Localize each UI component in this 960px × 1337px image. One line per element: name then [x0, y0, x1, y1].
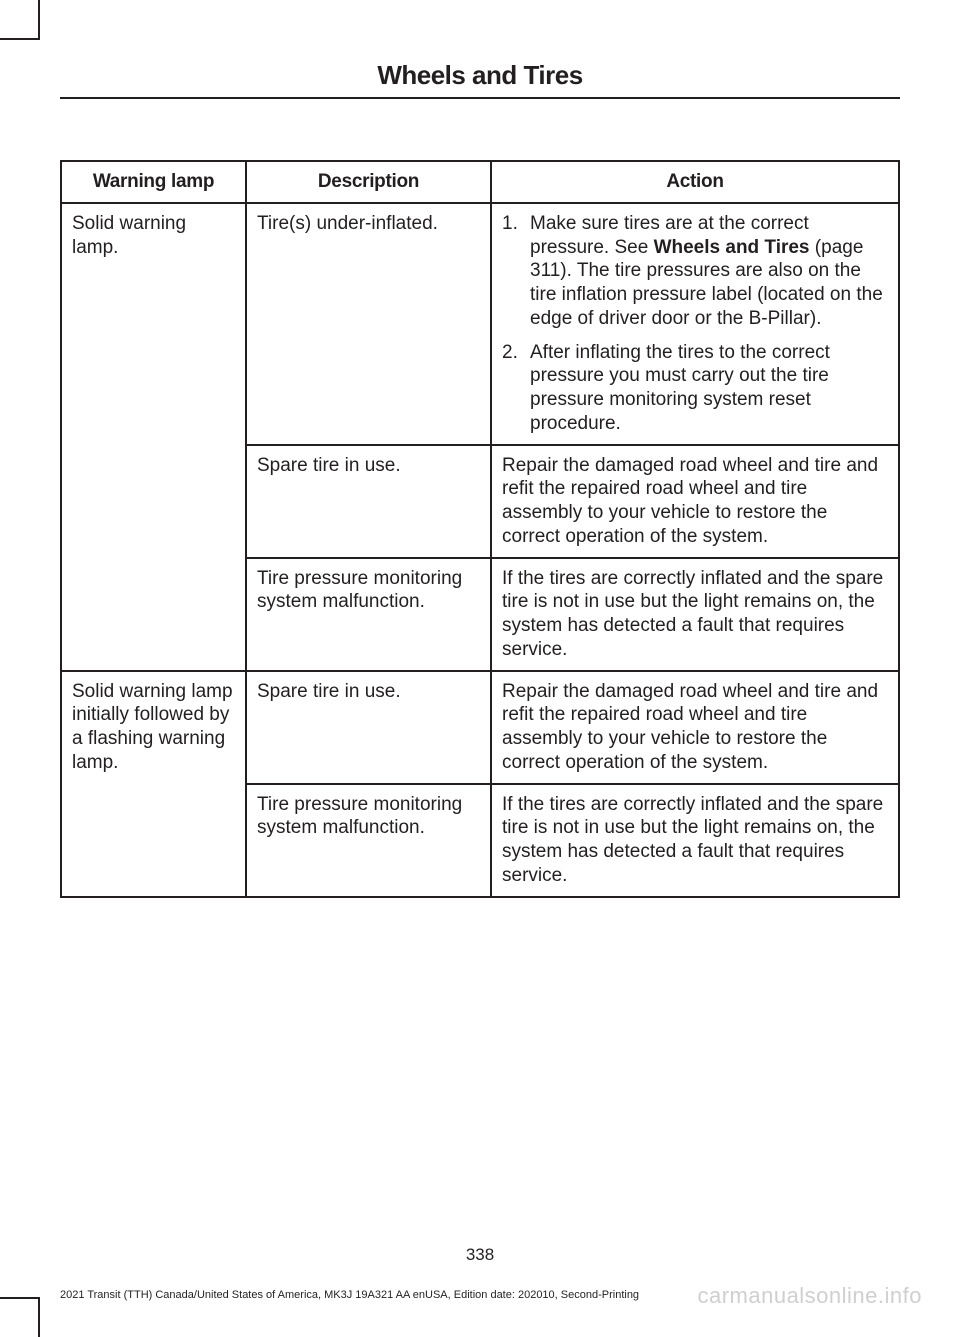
- watermark: carmanualsonline.info: [697, 1283, 922, 1309]
- page-header: Wheels and Tires: [60, 60, 900, 99]
- page-number: 338: [0, 1245, 960, 1265]
- header-action: Action: [491, 161, 899, 203]
- header-warning-lamp: Warning lamp: [61, 161, 246, 203]
- content-area: Warning lamp Description Action Solid wa…: [60, 160, 900, 898]
- section-title: Wheels and Tires: [60, 60, 900, 99]
- table-header-row: Warning lamp Description Action: [61, 161, 899, 203]
- action-step: Make sure tires are at the correct press…: [502, 212, 888, 331]
- action-text-bold: Wheels and Tires: [654, 237, 810, 258]
- cell-description: Tire pressure monitoring system malfunct…: [246, 784, 491, 897]
- cell-action: Repair the damaged road wheel and tire a…: [491, 671, 899, 784]
- table-row: Solid warning lamp initially followed by…: [61, 671, 899, 784]
- cell-description: Spare tire in use.: [246, 445, 491, 558]
- cell-action: Make sure tires are at the correct press…: [491, 203, 899, 445]
- cell-warning-lamp: Solid warning lamp.: [61, 203, 246, 671]
- cell-description: Tire(s) under-inflated.: [246, 203, 491, 445]
- cell-action: Repair the damaged road wheel and tire a…: [491, 445, 899, 558]
- document-info: 2021 Transit (TTH) Canada/United States …: [60, 1289, 639, 1301]
- cell-description: Spare tire in use.: [246, 671, 491, 784]
- table-row: Solid warning lamp. Tire(s) under-inflat…: [61, 203, 899, 445]
- crop-mark-top-left: [0, 0, 40, 40]
- action-step: After inflating the tires to the correct…: [502, 341, 888, 436]
- cell-action: If the tires are correctly inflated and …: [491, 784, 899, 897]
- cell-description: Tire pressure monitoring system malfunct…: [246, 558, 491, 671]
- cell-warning-lamp: Solid warning lamp initially followed by…: [61, 671, 246, 897]
- header-description: Description: [246, 161, 491, 203]
- action-steps-list: Make sure tires are at the correct press…: [502, 212, 888, 436]
- crop-mark-bottom-left: [0, 1297, 40, 1337]
- cell-action: If the tires are correctly inflated and …: [491, 558, 899, 671]
- warning-lamp-table: Warning lamp Description Action Solid wa…: [60, 160, 900, 898]
